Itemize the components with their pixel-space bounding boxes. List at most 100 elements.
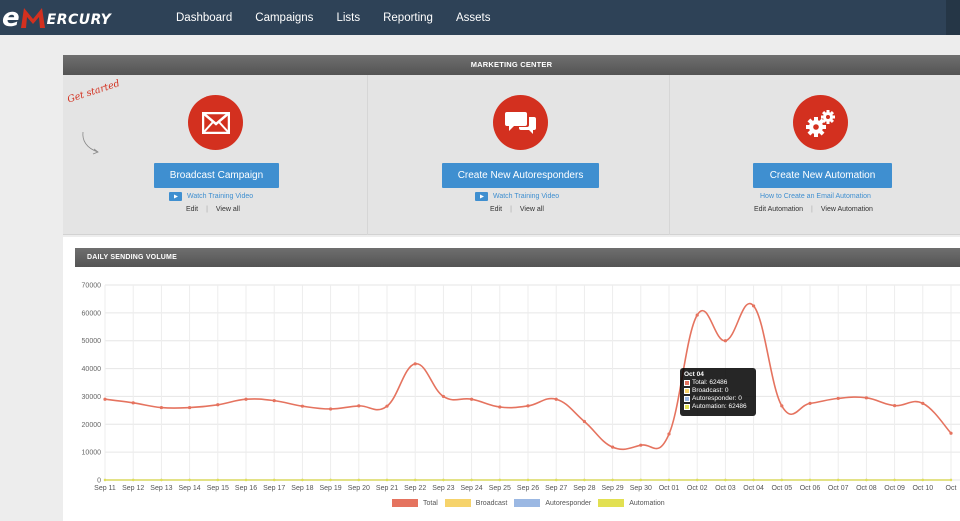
x-tick-label: Oct 04: [743, 485, 764, 492]
legend-swatch: [598, 499, 625, 507]
data-point-total: [300, 404, 304, 408]
legend-swatch: [392, 499, 418, 507]
series-line-total: [104, 302, 952, 451]
data-point-total: [695, 313, 699, 317]
y-tick-label: 60000: [82, 310, 102, 317]
create-automation-button[interactable]: Create New Automation: [753, 163, 892, 188]
autoresponder-training-video-link[interactable]: Watch Training Video: [475, 192, 559, 201]
data-point-automation: [865, 478, 868, 482]
broadcast-campaign-button[interactable]: Broadcast Campaign: [154, 163, 279, 188]
x-tick-label: Oct 01: [659, 485, 680, 492]
nav-campaigns[interactable]: Campaigns: [255, 11, 314, 24]
marketing-center-panel: Get started Broadcast Campaign Watch Tra…: [63, 75, 960, 235]
tooltip-title: Oct 04: [684, 371, 704, 378]
data-point-total: [639, 443, 643, 447]
x-tick-label: Sep 21: [376, 485, 398, 492]
x-tick-label: Sep 25: [489, 485, 511, 492]
y-tick-label: 50000: [82, 338, 102, 345]
topbar-edge: [946, 0, 960, 35]
link-separator: |: [510, 206, 512, 213]
broadcast-edit-link[interactable]: Edit: [186, 206, 199, 213]
data-point-automation: [301, 478, 304, 482]
x-tick-label: Sep 14: [179, 485, 201, 492]
nav-reporting[interactable]: Reporting: [383, 11, 433, 24]
data-point-total: [836, 396, 840, 400]
view-automation-link[interactable]: View Automation: [820, 206, 873, 213]
create-autoresponder-button[interactable]: Create New Autoresponders: [442, 163, 599, 188]
left-margin: [0, 35, 63, 521]
x-tick-label: Sep 23: [432, 485, 454, 492]
edit-automation-link[interactable]: Edit Automation: [754, 206, 804, 213]
data-point-automation: [414, 478, 417, 482]
legend-swatch: [514, 499, 541, 507]
data-point-total: [780, 404, 784, 408]
link-separator: |: [206, 206, 208, 213]
data-point-automation: [385, 478, 389, 482]
chat-bubbles-icon: [493, 95, 548, 150]
data-point-automation: [837, 478, 840, 482]
legend-item-total[interactable]: Total: [392, 499, 438, 507]
legend-item-autoresponder[interactable]: Autoresponder: [514, 499, 591, 507]
y-tick-label: 20000: [82, 422, 102, 429]
data-point-total: [357, 404, 361, 408]
top-navbar: e ERCURY Dashboard Campaigns Lists Repor…: [0, 0, 960, 35]
nav-lists[interactable]: Lists: [336, 11, 361, 24]
data-point-automation: [780, 478, 783, 482]
autoresponder-view-all-link[interactable]: View all: [519, 206, 544, 213]
data-point-total: [921, 401, 925, 405]
chart-legend: Total Broadcast Autoresponder Automation: [392, 499, 672, 507]
legend-swatch: [444, 499, 471, 507]
y-tick-label: 40000: [82, 366, 102, 373]
daily-volume-header: DAILY SENDING VOLUME: [75, 248, 960, 267]
video-camera-icon: [475, 192, 488, 201]
x-tick-label: Oct 02: [687, 485, 708, 492]
tooltip-swatch: [684, 380, 690, 386]
broadcast-training-video-link[interactable]: Watch Training Video: [169, 192, 253, 201]
data-point-total: [526, 404, 530, 408]
x-tick-label: Sep 20: [348, 485, 370, 492]
data-point-automation: [893, 478, 896, 482]
data-point-total: [752, 304, 756, 308]
x-tick-label: Oct 03: [715, 485, 736, 492]
broadcast-view-all-link[interactable]: View all: [215, 206, 240, 213]
autoresponder-edit-link[interactable]: Edit: [490, 206, 503, 213]
nav-dashboard[interactable]: Dashboard: [176, 11, 233, 24]
broadcast-section: Get started Broadcast Campaign Watch Tra…: [63, 75, 366, 235]
data-point-total: [554, 397, 558, 401]
data-point-automation: [103, 478, 107, 482]
nav-assets[interactable]: Assets: [455, 11, 491, 24]
data-point-total: [329, 407, 333, 411]
logo-text: ERCURY: [46, 12, 112, 28]
x-tick-label: Oct 06: [800, 485, 821, 492]
automation-howto-link[interactable]: How to Create an Email Automation: [760, 193, 871, 200]
legend-label: Automation: [629, 499, 665, 507]
data-point-total: [808, 401, 812, 405]
tooltip-row-automation: Automation: 62486: [684, 403, 752, 411]
x-tick-label: Sep 12: [122, 485, 144, 492]
x-tick-label: Sep 30: [630, 485, 652, 492]
x-tick-label: Sep 16: [235, 485, 257, 492]
tooltip-row-text: Automation: 62486: [692, 403, 747, 410]
data-point-automation: [921, 478, 924, 482]
data-point-total: [159, 405, 163, 410]
data-point-automation: [442, 478, 445, 482]
legend-item-broadcast[interactable]: Broadcast: [444, 499, 507, 507]
data-point-automation: [244, 478, 248, 482]
data-point-total: [272, 399, 276, 403]
daily-volume-chart: 0 10000 20000 30000 40000 50000 60000 70000 Sep …: [75, 270, 960, 521]
tooltip-row-text: Total: 62486: [692, 379, 728, 386]
data-point-automation: [724, 478, 727, 482]
y-tick-label: 10000: [82, 450, 102, 457]
y-tick-label: 30000: [82, 394, 102, 401]
legend-label: Total: [423, 499, 438, 507]
emercury-logo[interactable]: e ERCURY: [2, 3, 112, 33]
tooltip-row-autoresponder: Autoresponder: 0: [684, 395, 752, 403]
legend-item-automation[interactable]: Automation: [598, 499, 665, 507]
data-point-total: [470, 397, 474, 401]
data-point-total: [582, 419, 586, 424]
data-point-automation: [160, 478, 163, 482]
x-tick-label: Oct 08: [856, 485, 877, 492]
data-point-total: [413, 362, 417, 366]
video-link-label: Watch Training Video: [187, 193, 254, 200]
x-tick-label: Sep 13: [150, 485, 172, 492]
